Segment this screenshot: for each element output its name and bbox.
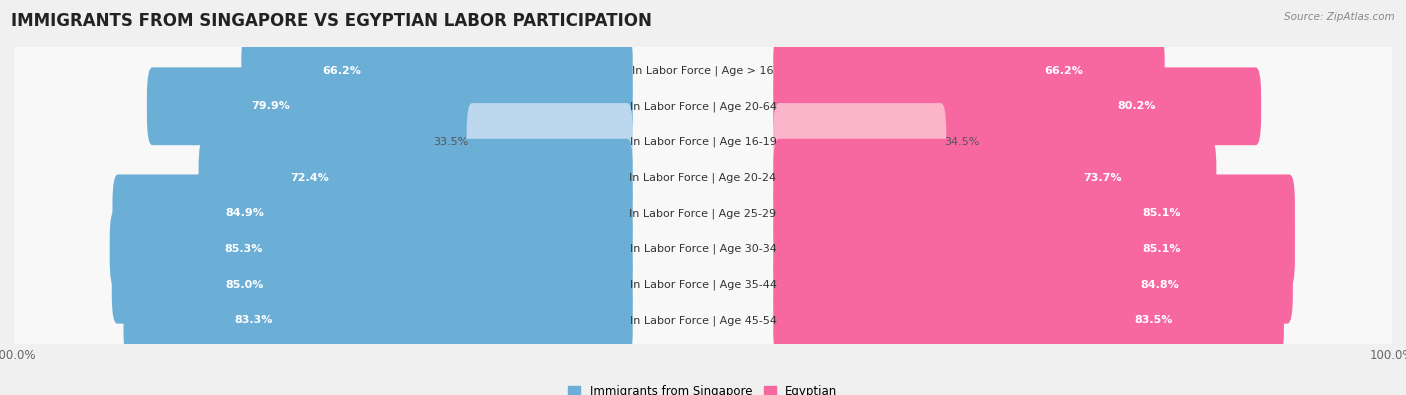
- Text: 66.2%: 66.2%: [1045, 66, 1084, 75]
- Text: In Labor Force | Age 20-24: In Labor Force | Age 20-24: [630, 173, 776, 183]
- FancyBboxPatch shape: [773, 246, 1294, 324]
- Text: 72.4%: 72.4%: [291, 173, 329, 182]
- Text: In Labor Force | Age 35-44: In Labor Force | Age 35-44: [630, 280, 776, 290]
- FancyBboxPatch shape: [110, 210, 633, 288]
- Text: 79.9%: 79.9%: [252, 101, 291, 111]
- FancyBboxPatch shape: [111, 246, 633, 324]
- Text: 85.0%: 85.0%: [225, 280, 264, 290]
- FancyBboxPatch shape: [124, 282, 633, 359]
- Text: In Labor Force | Age > 16: In Labor Force | Age > 16: [633, 65, 773, 76]
- FancyBboxPatch shape: [14, 111, 1392, 173]
- Text: 85.1%: 85.1%: [1143, 244, 1181, 254]
- Text: 83.5%: 83.5%: [1135, 316, 1173, 325]
- FancyBboxPatch shape: [773, 103, 946, 181]
- FancyBboxPatch shape: [773, 139, 1216, 216]
- Text: 34.5%: 34.5%: [945, 137, 980, 147]
- Text: 84.8%: 84.8%: [1140, 280, 1180, 290]
- FancyBboxPatch shape: [773, 32, 1164, 109]
- FancyBboxPatch shape: [773, 175, 1295, 252]
- Text: IMMIGRANTS FROM SINGAPORE VS EGYPTIAN LABOR PARTICIPATION: IMMIGRANTS FROM SINGAPORE VS EGYPTIAN LA…: [11, 12, 652, 30]
- FancyBboxPatch shape: [773, 210, 1295, 288]
- Text: In Labor Force | Age 25-29: In Labor Force | Age 25-29: [630, 208, 776, 218]
- Text: In Labor Force | Age 16-19: In Labor Force | Age 16-19: [630, 137, 776, 147]
- Legend: Immigrants from Singapore, Egyptian: Immigrants from Singapore, Egyptian: [564, 380, 842, 395]
- Text: 80.2%: 80.2%: [1118, 101, 1156, 111]
- Text: 83.3%: 83.3%: [235, 316, 273, 325]
- Text: 85.1%: 85.1%: [1143, 209, 1181, 218]
- FancyBboxPatch shape: [14, 147, 1392, 209]
- FancyBboxPatch shape: [14, 75, 1392, 137]
- FancyBboxPatch shape: [112, 175, 633, 252]
- Text: 66.2%: 66.2%: [322, 66, 361, 75]
- FancyBboxPatch shape: [467, 103, 633, 181]
- Text: In Labor Force | Age 30-34: In Labor Force | Age 30-34: [630, 244, 776, 254]
- FancyBboxPatch shape: [14, 40, 1392, 102]
- Text: 85.3%: 85.3%: [224, 244, 263, 254]
- FancyBboxPatch shape: [198, 139, 633, 216]
- FancyBboxPatch shape: [14, 182, 1392, 245]
- Text: Source: ZipAtlas.com: Source: ZipAtlas.com: [1284, 12, 1395, 22]
- Text: In Labor Force | Age 20-64: In Labor Force | Age 20-64: [630, 101, 776, 111]
- FancyBboxPatch shape: [14, 290, 1392, 352]
- FancyBboxPatch shape: [773, 68, 1261, 145]
- Text: In Labor Force | Age 45-54: In Labor Force | Age 45-54: [630, 315, 776, 326]
- FancyBboxPatch shape: [242, 32, 633, 109]
- FancyBboxPatch shape: [14, 218, 1392, 280]
- Text: 33.5%: 33.5%: [433, 137, 468, 147]
- Text: 84.9%: 84.9%: [226, 209, 264, 218]
- FancyBboxPatch shape: [14, 254, 1392, 316]
- Text: 73.7%: 73.7%: [1084, 173, 1122, 182]
- FancyBboxPatch shape: [146, 68, 633, 145]
- FancyBboxPatch shape: [773, 282, 1284, 359]
